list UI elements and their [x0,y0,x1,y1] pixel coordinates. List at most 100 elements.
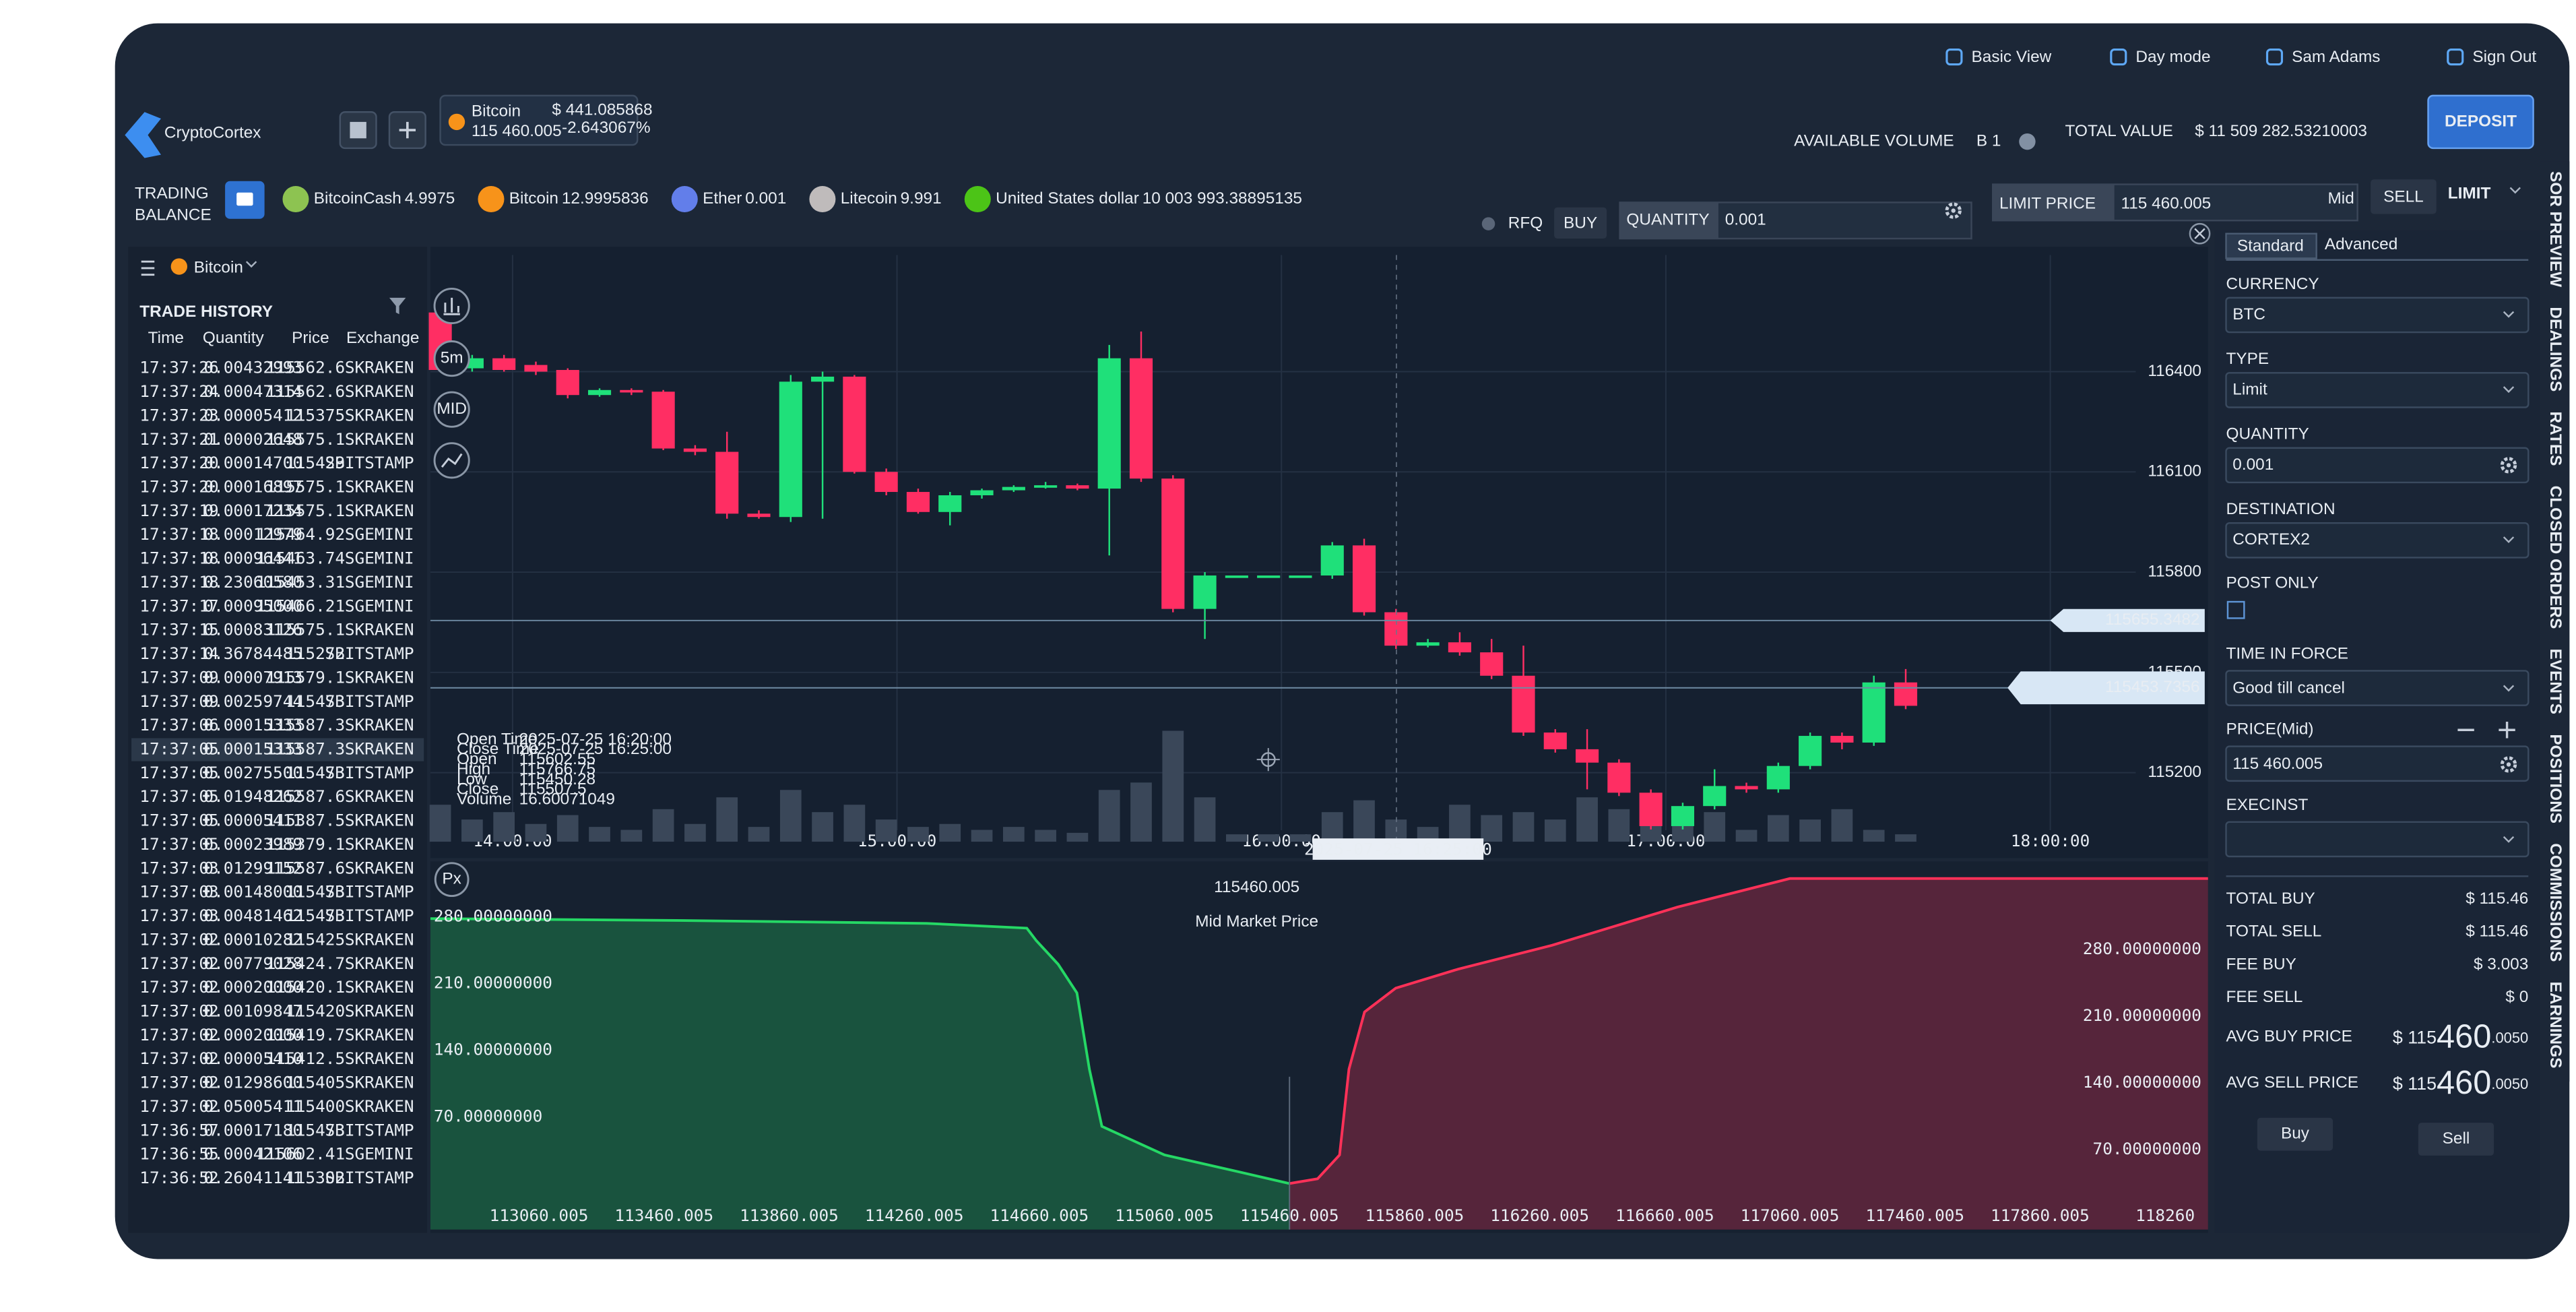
header-link[interactable]: Sign Out [2472,48,2536,66]
instrument-selector[interactable]: Bitcoin [194,258,243,276]
trade-exchange: SKRAKEN [345,858,414,877]
filter-icon [389,297,406,315]
volume-bar [1002,827,1025,842]
side-tab[interactable]: COMMISSIONS [2546,843,2565,962]
coin-name: BitcoinCash [314,189,401,208]
chart-tool-button[interactable] [433,340,470,377]
chart-tool-button[interactable] [433,391,470,428]
side-tab[interactable]: EVENTS [2546,649,2565,715]
tab-label[interactable]: Standard [2237,237,2304,255]
trade-quantity: 0.00017234 [203,501,302,520]
header-link[interactable]: Sam Adams [2292,48,2380,66]
logo-icon [125,112,161,158]
tab-active[interactable] [2225,232,2317,259]
field-box[interactable] [2225,447,2530,484]
side-tab[interactable]: RATES [2546,412,2565,466]
trade-time: 17:37:05 [139,763,218,782]
trade-exchange: SKRAKEN [345,667,414,687]
trade-time: 17:37:21 [139,429,218,449]
candle-body [1352,545,1376,613]
tooltip-value: 115766.75 [519,760,595,778]
trade-price: 115400 [286,1096,345,1116]
volume-bar [1449,805,1471,842]
mid-market-label: Mid Market Price [1195,912,1318,931]
volume-bar [589,827,610,842]
column-header: Price [292,329,329,347]
trade-price: 115602.41 [256,1144,345,1164]
candle-body [556,370,579,396]
order-type[interactable]: LIMIT [2448,185,2491,203]
tooltip-key: Volume [457,790,511,809]
side-tab[interactable]: SOR PREVIEW [2546,171,2565,287]
px-button-label[interactable]: Px [442,870,461,888]
link-icon [1945,49,1963,66]
deposit-label[interactable]: DEPOSIT [2445,112,2517,130]
trade-exchange: SKRAKEN [345,954,414,973]
field-box[interactable] [2225,522,2530,559]
depth-y-tick-label: 70.00000000 [434,1106,542,1125]
trade-quantity: 0.01948262 [203,786,302,806]
dropdown-chevron [2503,685,2515,692]
side-tab[interactable]: DEALINGS [2546,307,2565,392]
field-box[interactable] [2225,296,2530,334]
dropdown-chevron [2503,536,2515,543]
volume-bar [1035,830,1056,842]
volume-bar [1098,790,1120,842]
candle-body [1575,749,1599,763]
side-tab[interactable]: CLOSED ORDERS [2546,486,2565,629]
field-value: 115 460.005 [2232,755,2323,773]
sell-button-label[interactable]: SELL [2383,188,2424,206]
total-value-label: TOTAL VALUE [2065,122,2173,140]
tab-label[interactable]: Advanced [2325,235,2397,253]
price-level-tag [2007,671,2205,705]
order-buy-label[interactable]: Buy [2281,1125,2310,1143]
header-link[interactable]: Basic View [1972,48,2052,66]
volume-bar [461,819,483,842]
volume-bar [1066,832,1089,842]
chart-tool-label[interactable]: MID [437,400,467,418]
buy-button[interactable] [1554,207,1607,239]
price-level-label: 115655.3482 [2105,611,2200,629]
tooltip-key: Open Time [457,730,537,748]
side-tab[interactable]: EARNINGS [2546,982,2565,1069]
volume-bar [1608,809,1630,842]
time-in-force-box[interactable] [2225,670,2530,706]
field-box[interactable] [2225,372,2530,408]
trade-exchange: SKRAKEN [345,381,414,401]
total-value: $ 0 [2505,988,2528,1006]
field-label: TYPE [2226,350,2269,368]
chart-tool-label[interactable]: 5m [441,349,463,367]
trade-quantity: 0.00083126 [203,620,302,639]
volume-bar [971,830,993,842]
deposit-button[interactable] [2427,94,2534,150]
trade-quantity: 0.05005411 [203,1096,302,1116]
avg-price-prefix: $ 115 [2393,1073,2437,1094]
volume-bar [748,827,770,842]
px-button[interactable] [434,862,470,898]
candle-body [1320,545,1344,576]
depth-x-tick-label: 113060.005 [490,1206,589,1225]
rfq-label[interactable]: RFQ [1508,214,1543,232]
price-source: (Mid) [2276,720,2314,739]
sell-button[interactable] [2371,179,2437,214]
buy-button-label[interactable]: BUY [1564,214,1597,232]
trade-exchange: SBITSTAMP [325,906,414,925]
header-link[interactable]: Day mode [2135,48,2210,66]
price-box[interactable] [2225,745,2530,782]
order-sell-label[interactable]: Sell [2443,1129,2470,1148]
instrument-coin-icon [170,258,188,275]
post-only-checkbox[interactable] [2226,600,2245,619]
trade-time: 17:37:18 [139,572,218,592]
trade-exchange: SKRAKEN [345,786,414,806]
ticker-box[interactable] [439,94,639,146]
trade-price: 115579.1 [266,667,345,687]
execinst-box[interactable] [2225,821,2530,858]
quantity-value: 0.001 [1725,211,1766,229]
depth-line [1289,877,2208,1185]
trade-time: 17:37:05 [139,786,218,806]
side-tab[interactable]: POSITIONS [2546,734,2565,823]
ticker-change-pct: -2.643067% [562,119,650,137]
order-sell-button[interactable] [2418,1123,2494,1156]
field-label: TIME IN FORCE [2226,644,2348,662]
order-buy-button[interactable] [2257,1117,2333,1151]
